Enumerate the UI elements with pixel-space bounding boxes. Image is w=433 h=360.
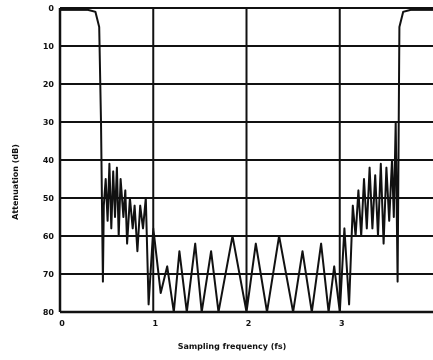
x-tick-label: 3 bbox=[339, 319, 345, 328]
x-axis-label: Sampling frequency (fs) bbox=[178, 342, 287, 351]
y-tick-label: 0 bbox=[48, 4, 54, 13]
y-tick-label: 30 bbox=[43, 118, 55, 127]
attenuation-series-line bbox=[60, 8, 433, 313]
x-tick-label: 0 bbox=[59, 319, 65, 328]
series-group bbox=[60, 8, 433, 313]
x-tick-label: 1 bbox=[152, 319, 158, 328]
y-axis-label: Attenuation (dB) bbox=[11, 144, 20, 220]
y-tick-label: 80 bbox=[43, 308, 55, 317]
y-tick-label: 10 bbox=[43, 42, 55, 51]
x-tick-labels: 0 1 2 3 bbox=[59, 319, 344, 328]
x-tick-label: 2 bbox=[246, 319, 252, 328]
y-tick-label: 70 bbox=[43, 270, 55, 279]
y-tick-label: 20 bbox=[43, 80, 55, 89]
y-tick-label: 50 bbox=[43, 194, 55, 203]
grid bbox=[58, 7, 433, 314]
y-tick-label: 60 bbox=[43, 232, 55, 241]
y-tick-labels: 0 10 20 30 40 50 60 70 80 bbox=[43, 4, 55, 317]
y-tick-label: 40 bbox=[43, 156, 55, 165]
